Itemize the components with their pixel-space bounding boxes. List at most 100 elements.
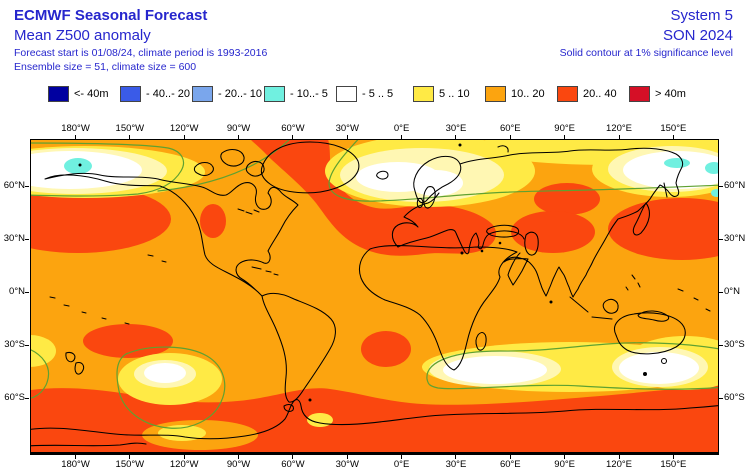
legend-swatch <box>192 86 213 102</box>
lat-tick-label: 30°S <box>724 339 745 350</box>
coast-mediterranean <box>397 229 525 255</box>
legend-item: 5 .. 10 <box>413 86 470 102</box>
lon-tick-label: 180°W <box>61 459 90 469</box>
world-map-svg <box>30 139 719 455</box>
coast-north-america <box>44 172 299 297</box>
coast-black-sea <box>486 224 520 238</box>
legend-item: 10.. 20 <box>485 86 545 102</box>
lat-tick-label: 0°N <box>724 286 740 297</box>
lon-tick-label: 90°W <box>226 459 251 469</box>
legend-swatch <box>629 86 650 102</box>
legend-swatch <box>48 86 69 102</box>
legend-swatch <box>485 86 506 102</box>
legend-swatch <box>557 86 578 102</box>
anomaly-map <box>30 139 719 455</box>
lon-tick-label: 120°W <box>169 123 199 134</box>
lon-tick-label: 60°E <box>499 123 521 134</box>
lat-tick-label: 0°N <box>9 286 25 297</box>
lon-tick-label: 60°W <box>281 123 305 134</box>
lon-tick-label: 120°W <box>169 459 199 469</box>
coast-australia <box>614 312 686 355</box>
legend-swatch <box>413 86 434 102</box>
lat-tick-label: 60°S <box>724 392 745 403</box>
lon-tick-label: 30°W <box>335 459 359 469</box>
legend-item: - 10..- 5 <box>264 86 328 102</box>
coast-madagascar <box>475 332 487 351</box>
legend-item: - 40..- 20 <box>120 86 190 102</box>
longitude-axis-bottom: 180°W 150°W 120°W 90°W 60°W 30°W 0°E 30°… <box>30 455 719 469</box>
lon-tick-label: 60°W <box>281 459 305 469</box>
lat-tick-label: 60°N <box>724 180 746 191</box>
anomaly-pocket-yellow <box>158 425 206 441</box>
page-title: ECMWF Seasonal Forecast <box>14 7 208 24</box>
contour-note: Solid contour at 1% significance level <box>559 47 733 59</box>
coast-africa <box>358 245 518 371</box>
legend-label: 10.. 20 <box>511 88 545 100</box>
coast-south-america <box>261 292 336 403</box>
coast-eurasia <box>459 147 684 298</box>
season-label: SON 2024 <box>662 27 733 44</box>
lon-tick-label: 150°W <box>115 459 145 469</box>
legend-item: - 5 .. 5 <box>336 86 393 102</box>
coast-scandinavia <box>413 155 462 204</box>
longitude-axis-top: 180°W 150°W 120°W 90°W 60°W 30°W 0°E 30°… <box>30 121 719 139</box>
lat-tick-label: 60°S <box>4 392 25 403</box>
color-legend: <- 40m - 40..- 20 - 20..- 10 - 10..- 5 -… <box>0 86 746 108</box>
legend-item: - 20..- 10 <box>192 86 262 102</box>
legend-label: - 40..- 20 <box>146 88 191 100</box>
legend-item: 20.. 40 <box>557 86 617 102</box>
latitude-axis-left: 60°N 30°N 0°N 30°S 60°S <box>0 0 29 469</box>
coast-iceland <box>376 170 389 180</box>
coast-tasmania <box>660 357 668 365</box>
lon-tick-label: 90°W <box>226 123 251 134</box>
coast-great-lakes <box>237 208 260 215</box>
lon-tick-label: 30°E <box>445 123 467 134</box>
coast-tierra-del-fuego <box>283 404 294 412</box>
legend-label: - 5 .. 5 <box>362 88 394 100</box>
lon-tick-label: 180°W <box>61 123 90 134</box>
system-label: System 5 <box>670 7 733 24</box>
legend-label: - 10..- 5 <box>290 88 328 100</box>
lat-tick-label: 30°N <box>724 233 746 244</box>
coast-west-europe <box>391 192 440 248</box>
lon-tick-label: 120°E <box>606 459 632 469</box>
header-right: System 5 SON 2024 Solid contour at 1% si… <box>560 6 733 60</box>
lon-tick-label: 150°E <box>660 123 687 134</box>
lon-tick-label: 0°E <box>393 459 410 469</box>
lat-tick-label: 30°N <box>3 233 25 244</box>
legend-label: > 40m <box>655 88 686 100</box>
coast-caribbean <box>251 266 279 276</box>
coast-britain <box>416 186 436 209</box>
coast-pacific-islands <box>49 254 711 325</box>
coast-japan <box>632 202 650 236</box>
lon-tick-label: 0°E <box>393 123 410 134</box>
lon-tick-label: 30°W <box>335 123 359 134</box>
coast-sakhalin <box>663 182 668 198</box>
island-dots <box>78 143 647 402</box>
lon-tick-label: 30°E <box>445 459 467 469</box>
coastlines <box>30 141 719 447</box>
lon-tick-label: 150°E <box>660 459 687 469</box>
coast-caspian <box>524 231 539 256</box>
latitude-axis-right: 60°N 30°N 0°N 30°S 60°S <box>719 0 746 469</box>
lat-tick-label: 60°N <box>3 180 25 191</box>
lon-tick-label: 150°W <box>115 123 145 134</box>
lon-tick-label: 60°E <box>499 459 521 469</box>
coast-arctic-islands <box>193 148 265 177</box>
header-left: ECMWF Seasonal Forecast Mean Z500 anomal… <box>14 6 267 74</box>
lon-tick-label: 90°E <box>554 459 575 469</box>
legend-swatch <box>336 86 357 102</box>
coast-antarctica-inner <box>30 442 147 447</box>
coast-sumatra-java <box>569 296 613 320</box>
legend-item: > 40m <box>629 86 686 102</box>
lon-tick-label: 120°E <box>606 123 632 134</box>
legend-swatch <box>120 86 141 102</box>
forecast-info: Forecast start is 01/08/24, climate peri… <box>14 47 268 59</box>
ensemble-info: Ensemble size = 51, climate size = 600 <box>14 61 197 73</box>
coast-antarctica <box>30 399 719 440</box>
legend-label: 20.. 40 <box>583 88 617 100</box>
legend-label: 5 .. 10 <box>439 88 470 100</box>
lat-tick-label: 30°S <box>4 339 25 350</box>
lon-tick-label: 90°E <box>554 123 575 134</box>
coast-novaya-zemlya <box>497 145 509 153</box>
